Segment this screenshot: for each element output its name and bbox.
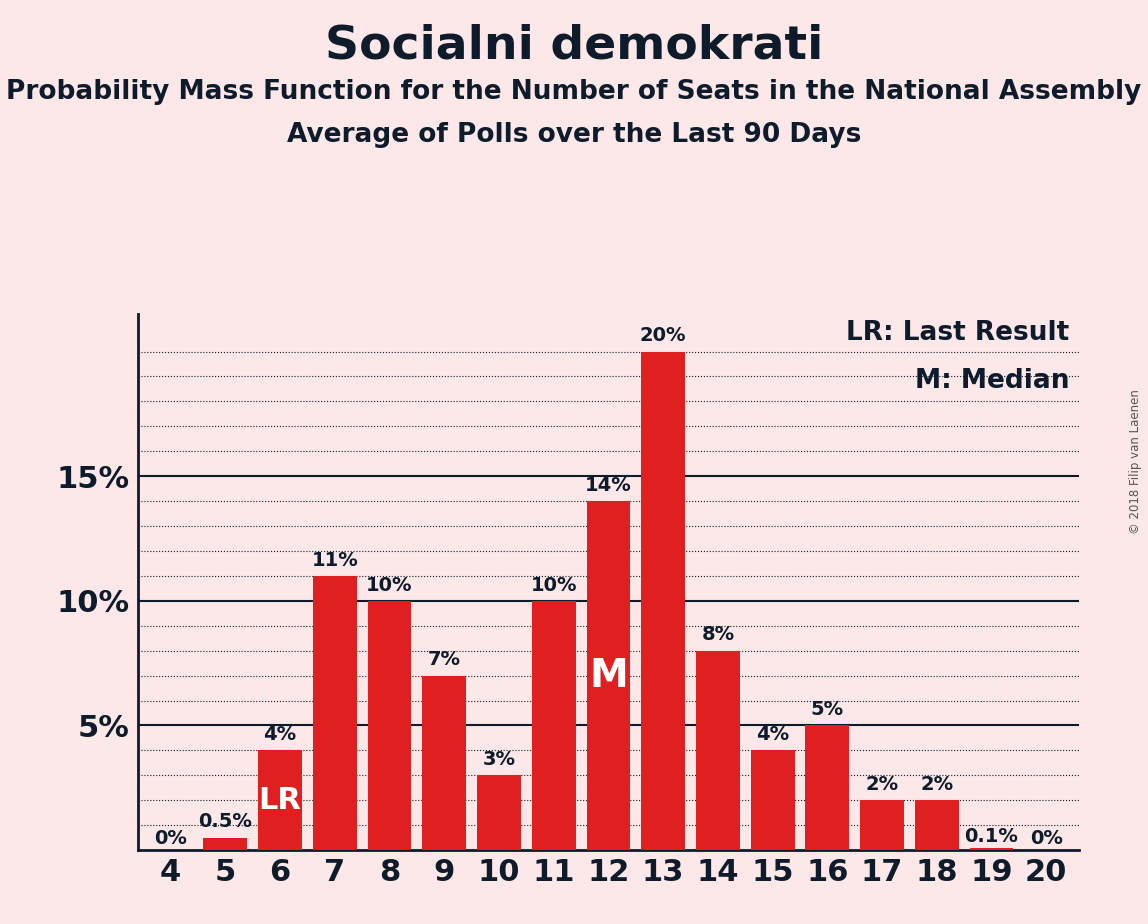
Text: LR: Last Result: LR: Last Result [846, 320, 1070, 346]
Text: 10%: 10% [366, 576, 413, 594]
Text: 7%: 7% [428, 650, 460, 669]
Bar [806, 725, 850, 850]
Text: 0.1%: 0.1% [964, 827, 1018, 845]
Bar [642, 351, 685, 850]
Text: 4%: 4% [757, 725, 789, 744]
Text: 5%: 5% [810, 700, 844, 719]
Bar [532, 601, 575, 850]
Text: 0%: 0% [1030, 829, 1063, 848]
Text: M: M [589, 657, 628, 695]
Text: 4%: 4% [264, 725, 296, 744]
Bar [313, 576, 357, 850]
Text: 14%: 14% [585, 476, 631, 495]
Text: 0.5%: 0.5% [199, 812, 253, 832]
Bar [478, 775, 521, 850]
Bar [970, 847, 1014, 850]
Text: Average of Polls over the Last 90 Days: Average of Polls over the Last 90 Days [287, 122, 861, 148]
Text: Socialni demokrati: Socialni demokrati [325, 23, 823, 68]
Text: LR: LR [258, 785, 302, 815]
Bar [203, 838, 247, 850]
Text: © 2018 Filip van Laenen: © 2018 Filip van Laenen [1130, 390, 1142, 534]
Text: 20%: 20% [639, 326, 687, 346]
Text: Probability Mass Function for the Number of Seats in the National Assembly: Probability Mass Function for the Number… [6, 79, 1142, 104]
Text: 3%: 3% [482, 750, 515, 769]
Text: 2%: 2% [866, 775, 899, 794]
Bar [915, 800, 959, 850]
Bar [860, 800, 903, 850]
Text: 8%: 8% [701, 626, 735, 644]
Text: M: Median: M: Median [915, 368, 1070, 394]
Bar [696, 650, 739, 850]
Bar [751, 750, 794, 850]
Bar [367, 601, 411, 850]
Text: 11%: 11% [311, 551, 358, 570]
Bar [587, 501, 630, 850]
Text: 0%: 0% [154, 829, 187, 848]
Bar [422, 675, 466, 850]
Text: 10%: 10% [530, 576, 577, 594]
Text: 2%: 2% [921, 775, 953, 794]
Bar [258, 750, 302, 850]
